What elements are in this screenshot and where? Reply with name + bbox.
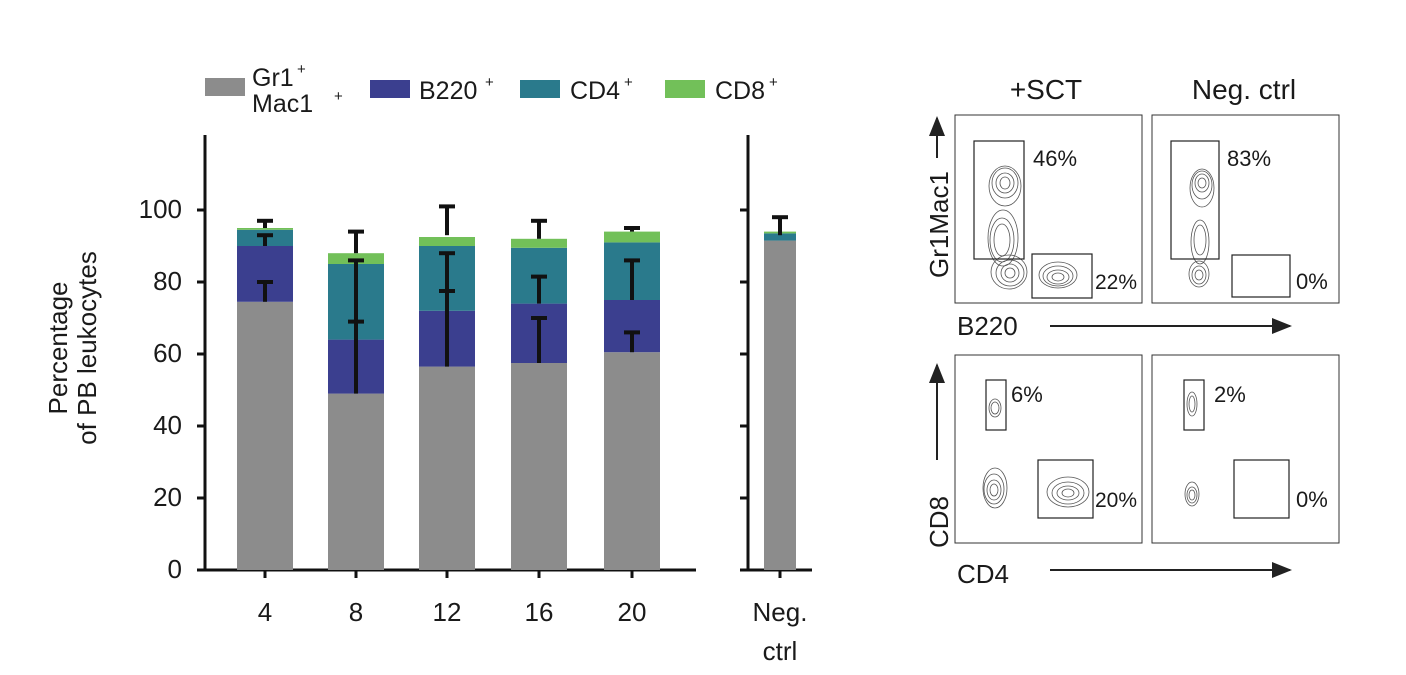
gate-bottom-percent: 22% xyxy=(1095,271,1137,294)
gate-top xyxy=(973,140,1025,260)
gate-top xyxy=(1183,379,1205,431)
flow-plot-frame xyxy=(954,354,1143,544)
y-axis-label-line2: of PB leukocytes xyxy=(72,251,102,445)
y-tick-label: 40 xyxy=(153,410,182,440)
flow-plot-gr1mac1-sct: 46% 22% xyxy=(954,114,1143,304)
gate-top-percent: 83% xyxy=(1227,146,1271,171)
bar-segment-gr1mac1 xyxy=(237,301,293,570)
bars xyxy=(237,228,796,570)
gate-bottom-percent: 20% xyxy=(1095,489,1137,512)
legend-label-cd4: CD4 xyxy=(570,77,620,105)
flow-row1-xaxis-label: B220 xyxy=(957,311,1018,341)
legend: Gr1 + Mac1 + B220 + CD4 + CD8 + xyxy=(205,61,778,118)
legend-item-cd4: CD4 + xyxy=(520,74,633,105)
legend-item-cd8: CD8 + xyxy=(665,74,778,105)
flow-plot-frame xyxy=(1151,114,1340,304)
flow-plot-frame xyxy=(1151,354,1340,544)
gate-top-percent: 46% xyxy=(1033,146,1077,171)
bar-segment-cd8 xyxy=(419,237,475,246)
gate-bottom-percent: 0% xyxy=(1296,269,1328,294)
bar-segment-cd8 xyxy=(604,231,660,243)
legend-swatch-cd8 xyxy=(665,80,705,98)
y-tick-label: 0 xyxy=(168,554,182,584)
error-bars xyxy=(257,204,788,394)
legend-label-gr1: Gr1 xyxy=(252,64,294,92)
bar-segment-cd8 xyxy=(237,228,293,230)
y-tick-label: 20 xyxy=(153,482,182,512)
ctrl-x-tick-label-line1: Neg. xyxy=(753,597,808,627)
x-tick-label: 8 xyxy=(349,597,363,627)
bar-segment-gr1mac1 xyxy=(511,363,567,570)
contour-cluster xyxy=(987,165,1078,290)
y-axis-label-line1: Percentage xyxy=(43,282,73,415)
bar-segment-gr1mac1 xyxy=(419,366,475,570)
flow-plot-cd8-sct: 6% 20% xyxy=(954,354,1143,544)
legend-label-mac1: Mac1 xyxy=(252,90,313,118)
flow-panels: +SCT Neg. ctrl Gr1Mac1 B220 CD8 CD4 46% … xyxy=(924,74,1340,589)
legend-label-b220: B220 xyxy=(419,77,477,105)
legend-label-cd8: CD8 xyxy=(715,77,765,105)
gate-top xyxy=(985,379,1007,431)
legend-sup-mac1: + xyxy=(334,88,343,105)
flow-plot-gr1mac1-negctrl: 83% 0% xyxy=(1151,114,1340,304)
flow-col-header-sct: +SCT xyxy=(1010,74,1082,105)
gate-bottom xyxy=(1231,254,1291,298)
bar-segment-gr1mac1 xyxy=(604,352,660,570)
legend-sup-b220: + xyxy=(485,74,494,91)
gate-bottom xyxy=(1037,459,1094,519)
y-tick-label: 100 xyxy=(139,194,182,224)
contour-cluster xyxy=(1184,391,1200,507)
x-tick-label: 12 xyxy=(433,597,462,627)
contour-cluster xyxy=(1188,168,1215,288)
y-tick-label: 60 xyxy=(153,338,182,368)
y-tick-label: 80 xyxy=(153,266,182,296)
legend-item-b220: B220 + xyxy=(370,74,494,105)
flow-row2-xaxis-label: CD4 xyxy=(957,559,1009,589)
flow-row1-yaxis-label: Gr1Mac1 xyxy=(924,171,954,278)
legend-swatch-cd4 xyxy=(520,80,560,98)
legend-swatch-gr1mac1 xyxy=(205,78,245,96)
legend-sup-gr1: + xyxy=(297,61,306,78)
flow-col-header-negctrl: Neg. ctrl xyxy=(1192,74,1296,105)
legend-item-gr1mac1: Gr1 + Mac1 + xyxy=(205,61,343,118)
ctrl-bar-segment-gr1mac1 xyxy=(764,240,796,570)
flow-plot-cd8-negctrl: 2% 0% xyxy=(1151,354,1340,544)
flow-plot-frame xyxy=(954,114,1143,304)
contour-cluster xyxy=(982,398,1090,509)
legend-sup-cd8: + xyxy=(769,74,778,91)
legend-sup-cd4: + xyxy=(624,74,633,91)
bar-segment-cd8 xyxy=(511,238,567,248)
bar-segment-gr1mac1 xyxy=(328,393,384,570)
ctrl-bar-segment-cd4 xyxy=(764,233,796,241)
x-tick-label: 4 xyxy=(258,597,272,627)
flow-row2-yaxis-label: CD8 xyxy=(924,496,954,548)
gate-bottom-percent: 0% xyxy=(1296,487,1328,512)
gate-bottom xyxy=(1233,459,1290,519)
x-tick-label: 20 xyxy=(618,597,647,627)
legend-swatch-b220 xyxy=(370,80,410,98)
gate-top-percent: 2% xyxy=(1214,382,1246,407)
gate-top-percent: 6% xyxy=(1011,382,1043,407)
y-ticks xyxy=(197,208,782,578)
gate-bottom xyxy=(1031,253,1093,299)
gate-top xyxy=(1170,140,1220,260)
ctrl-x-tick-label-line2: ctrl xyxy=(763,636,798,666)
x-tick-label: 16 xyxy=(525,597,554,627)
